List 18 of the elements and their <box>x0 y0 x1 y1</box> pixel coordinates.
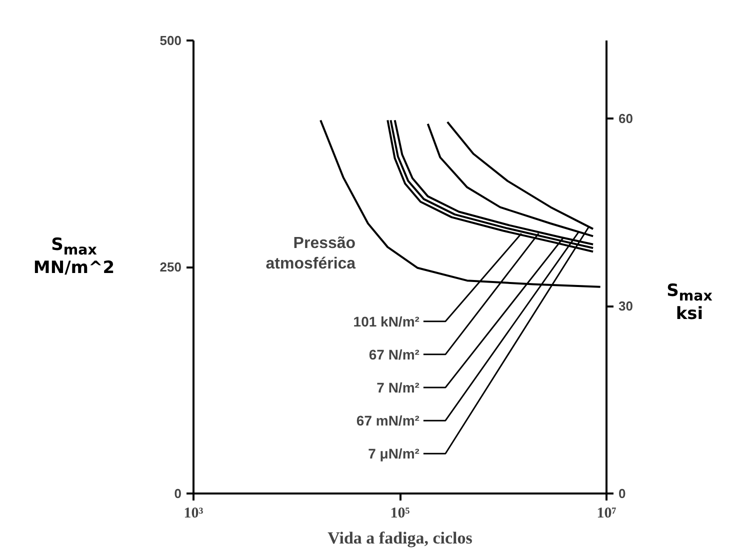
x-axis-title: Vida a fadiga, ciclos <box>328 528 473 548</box>
annotation: 101 kN/m² <box>353 313 420 330</box>
y-tick-label: 500 <box>160 33 182 48</box>
annotation: 7 μN/m² <box>368 446 420 462</box>
y2-tick-label: 0 <box>618 486 626 501</box>
y2label: S$_{max}$ ksi <box>666 282 714 324</box>
y2-tick-label: 60 <box>618 111 633 126</box>
y-tick-label: 250 <box>160 260 182 274</box>
annotation: 67 mN/m² <box>356 412 420 429</box>
x-tick-label: 10⁷ <box>596 506 617 522</box>
annotation: 7 N/m² <box>376 380 420 396</box>
series-label: Pressão atmosférica <box>266 235 356 273</box>
annotation: 67 N/m² <box>368 346 420 362</box>
x-tick-label: 10³ <box>184 506 204 522</box>
y2-tick-label: 30 <box>618 298 633 314</box>
ylabel: S$_{max}$ MN/m^2 <box>32 236 116 278</box>
x-tick-label: 10⁵ <box>390 506 410 522</box>
y-tick-label: 0 <box>174 486 182 501</box>
